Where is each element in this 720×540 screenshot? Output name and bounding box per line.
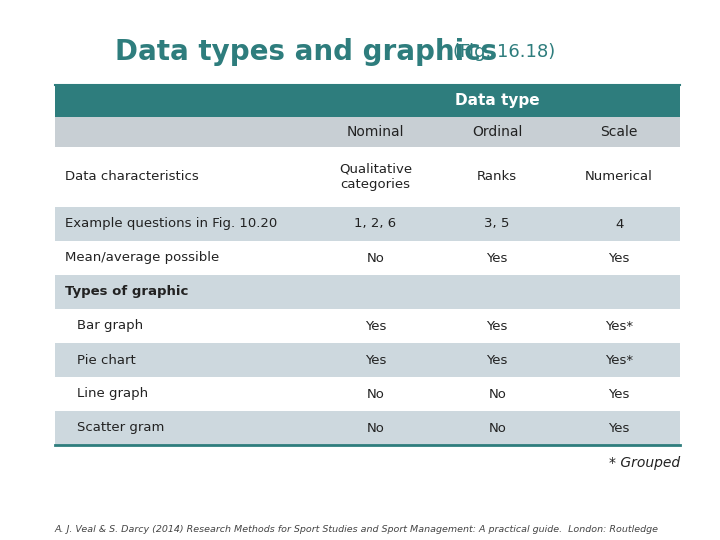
Text: Yes: Yes — [487, 354, 508, 367]
Text: Yes: Yes — [608, 422, 630, 435]
Text: Yes: Yes — [487, 320, 508, 333]
Text: No: No — [366, 252, 384, 265]
Text: No: No — [366, 388, 384, 401]
Bar — [558, 411, 680, 445]
Bar — [55, 241, 315, 275]
Bar — [436, 411, 558, 445]
Text: Yes: Yes — [608, 252, 630, 265]
Bar — [315, 411, 436, 445]
Text: No: No — [488, 422, 506, 435]
Bar — [315, 147, 436, 207]
Bar — [436, 309, 558, 343]
Text: Data types and graphics: Data types and graphics — [115, 38, 498, 66]
Bar — [315, 275, 436, 309]
Bar — [436, 117, 558, 147]
Bar — [315, 241, 436, 275]
Text: Line graph: Line graph — [77, 388, 148, 401]
Text: Pie chart: Pie chart — [77, 354, 136, 367]
Text: Yes: Yes — [364, 320, 386, 333]
Bar — [558, 377, 680, 411]
Bar — [558, 275, 680, 309]
Bar — [315, 377, 436, 411]
Bar — [436, 241, 558, 275]
Bar — [315, 85, 680, 117]
Text: Scale: Scale — [600, 125, 638, 139]
Text: 3, 5: 3, 5 — [485, 218, 510, 231]
Text: Yes*: Yes* — [605, 320, 633, 333]
Bar — [315, 117, 436, 147]
Text: Data type: Data type — [455, 93, 539, 109]
Bar — [55, 147, 315, 207]
Bar — [558, 117, 680, 147]
Text: No: No — [488, 388, 506, 401]
Bar — [558, 207, 680, 241]
Bar — [436, 343, 558, 377]
Text: * Grouped: * Grouped — [609, 456, 680, 470]
Bar — [55, 85, 315, 117]
Text: Example questions in Fig. 10.20: Example questions in Fig. 10.20 — [65, 218, 277, 231]
Text: Numerical: Numerical — [585, 171, 653, 184]
Bar — [55, 117, 315, 147]
Text: Scatter gram: Scatter gram — [77, 422, 164, 435]
Text: Ranks: Ranks — [477, 171, 517, 184]
Bar — [55, 343, 315, 377]
Text: Yes: Yes — [608, 388, 630, 401]
Bar — [558, 147, 680, 207]
Text: (Fig. 16.18): (Fig. 16.18) — [453, 43, 555, 61]
Bar — [558, 343, 680, 377]
Text: 1, 2, 6: 1, 2, 6 — [354, 218, 397, 231]
Text: Types of graphic: Types of graphic — [65, 286, 189, 299]
Text: Data characteristics: Data characteristics — [65, 171, 199, 184]
Bar — [558, 241, 680, 275]
Text: Qualitative
categories: Qualitative categories — [338, 163, 412, 191]
Text: Mean/average possible: Mean/average possible — [65, 252, 220, 265]
Text: Bar graph: Bar graph — [77, 320, 143, 333]
Bar — [55, 411, 315, 445]
Bar — [315, 309, 436, 343]
Text: No: No — [366, 422, 384, 435]
Bar — [315, 343, 436, 377]
Text: Nominal: Nominal — [346, 125, 404, 139]
Bar — [436, 275, 558, 309]
Bar — [436, 377, 558, 411]
Bar — [55, 275, 315, 309]
Bar — [436, 147, 558, 207]
Bar — [55, 309, 315, 343]
Bar — [436, 207, 558, 241]
Text: Ordinal: Ordinal — [472, 125, 523, 139]
Text: Yes*: Yes* — [605, 354, 633, 367]
Bar — [315, 207, 436, 241]
Text: Yes: Yes — [487, 252, 508, 265]
Bar — [55, 207, 315, 241]
Bar — [558, 309, 680, 343]
Bar — [55, 377, 315, 411]
Text: A. J. Veal & S. Darcy (2014) Research Methods for Sport Studies and Sport Manage: A. J. Veal & S. Darcy (2014) Research Me… — [55, 525, 659, 535]
Text: Yes: Yes — [364, 354, 386, 367]
Text: 4: 4 — [615, 218, 624, 231]
